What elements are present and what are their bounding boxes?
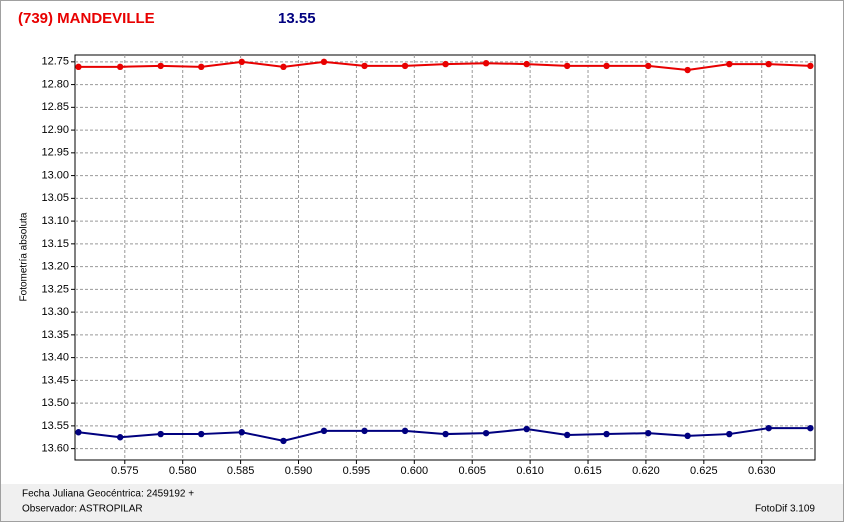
data-point bbox=[401, 427, 409, 435]
data-point bbox=[807, 424, 814, 432]
y-tick-label: 13.05 bbox=[41, 192, 69, 204]
chart-subtitle: 13.55 bbox=[278, 10, 316, 27]
data-point bbox=[684, 432, 691, 440]
data-point bbox=[75, 429, 82, 436]
data-point bbox=[603, 62, 610, 70]
data-point bbox=[482, 429, 490, 437]
y-tick-label: 13.35 bbox=[41, 329, 69, 341]
data-point bbox=[603, 430, 610, 438]
data-point bbox=[645, 62, 652, 70]
data-point bbox=[157, 430, 164, 438]
x-tick-label: 0.580 bbox=[169, 465, 197, 477]
footer-version: FotoDif 3.109 bbox=[755, 504, 815, 515]
y-tick-label: 13.25 bbox=[41, 283, 69, 295]
data-point bbox=[765, 60, 772, 68]
data-point bbox=[442, 60, 449, 68]
y-tick-label: 13.40 bbox=[41, 352, 69, 364]
data-point bbox=[198, 63, 205, 71]
y-tick-label: 13.30 bbox=[41, 306, 69, 318]
y-tick-label: 13.00 bbox=[41, 169, 69, 181]
data-point bbox=[320, 58, 328, 66]
y-tick-label: 12.95 bbox=[41, 147, 69, 159]
x-tick-label: 0.585 bbox=[227, 465, 255, 477]
x-tick-label: 0.630 bbox=[748, 465, 776, 477]
data-point bbox=[116, 63, 124, 71]
y-tick-label: 12.90 bbox=[41, 124, 69, 136]
x-tick-label: 0.625 bbox=[690, 465, 718, 477]
data-point bbox=[684, 66, 691, 74]
data-point bbox=[765, 424, 772, 432]
data-point bbox=[523, 425, 530, 433]
y-axis-label: Fotometría absoluta bbox=[19, 212, 30, 301]
footer-date: Fecha Juliana Geocéntrica: 2459192 + bbox=[22, 489, 194, 500]
y-tick-label: 13.55 bbox=[41, 420, 69, 432]
y-tick-label: 13.45 bbox=[41, 374, 69, 386]
data-point bbox=[726, 60, 733, 68]
data-point bbox=[116, 434, 124, 441]
data-point bbox=[157, 62, 164, 70]
data-point bbox=[238, 58, 245, 66]
y-tick-label: 13.50 bbox=[41, 397, 69, 409]
x-tick-label: 0.620 bbox=[632, 465, 660, 477]
data-point bbox=[361, 427, 368, 435]
footer-observer: Observador: ASTROPILAR bbox=[22, 504, 143, 515]
data-point bbox=[645, 429, 652, 437]
data-point bbox=[238, 429, 245, 436]
x-tick-label: 0.605 bbox=[458, 465, 486, 477]
y-tick-label: 13.20 bbox=[41, 261, 69, 273]
x-tick-label: 0.600 bbox=[401, 465, 429, 477]
chart-title: (739) MANDEVILLE bbox=[18, 10, 155, 27]
x-tick-label: 0.615 bbox=[574, 465, 602, 477]
y-tick-label: 13.10 bbox=[41, 215, 69, 227]
footer-bar bbox=[1, 484, 843, 521]
data-point bbox=[280, 437, 287, 445]
data-point bbox=[75, 63, 82, 71]
plot-area bbox=[74, 54, 816, 461]
x-tick-label: 0.595 bbox=[343, 465, 371, 477]
data-point bbox=[442, 430, 449, 438]
y-tick-label: 13.60 bbox=[41, 443, 69, 455]
y-tick-label: 12.75 bbox=[41, 56, 69, 68]
data-point bbox=[563, 62, 571, 70]
x-tick-label: 0.575 bbox=[111, 465, 139, 477]
y-tick-label: 12.85 bbox=[41, 101, 69, 113]
data-point bbox=[807, 62, 814, 70]
data-point bbox=[523, 60, 530, 68]
data-point bbox=[361, 62, 368, 70]
data-point bbox=[401, 62, 409, 70]
data-point bbox=[726, 430, 733, 438]
data-point bbox=[198, 430, 205, 438]
x-tick-label: 0.610 bbox=[516, 465, 544, 477]
data-point bbox=[482, 59, 490, 67]
data-point bbox=[320, 427, 328, 435]
y-tick-label: 13.15 bbox=[41, 238, 69, 250]
data-point bbox=[280, 63, 287, 71]
y-tick-label: 12.80 bbox=[41, 78, 69, 90]
x-tick-label: 0.590 bbox=[285, 465, 313, 477]
data-point bbox=[563, 431, 571, 439]
